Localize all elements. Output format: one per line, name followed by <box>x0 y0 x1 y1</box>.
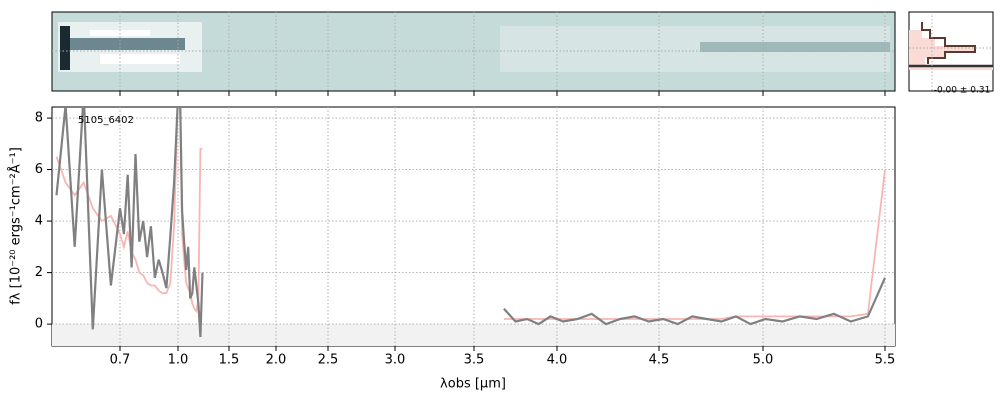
x-tick-label: 4.5 <box>649 353 670 368</box>
x-tick-label: 1.5 <box>219 353 240 368</box>
x-tick-label: 5.0 <box>753 353 774 368</box>
y-tick-label: 2 <box>35 265 43 280</box>
y-tick-label: 6 <box>35 162 43 177</box>
x-tick-label: 2.5 <box>318 353 339 368</box>
x-tick-label: 3.5 <box>464 353 485 368</box>
y-axis-label: fλ [10⁻²⁰ ergs⁻¹cm⁻²Å⁻¹] <box>8 147 24 305</box>
x-tick-label: 4.0 <box>547 353 568 368</box>
object-label: 5105_6402 <box>78 115 134 126</box>
y-tick-label: 8 <box>35 111 43 126</box>
histogram-panel: -0.00 ± 0.31 <box>908 11 994 96</box>
spectrum-2d <box>51 11 896 92</box>
x-tick-label: 0.7 <box>110 353 131 368</box>
x-axis-label: λobs [μm] <box>440 377 506 392</box>
x-tick-label: 2.0 <box>266 353 287 368</box>
y-tick-label: 4 <box>35 214 43 229</box>
x-tick-label: 1.0 <box>168 353 189 368</box>
stat-label: -0.00 ± 0.31 <box>934 86 991 96</box>
zero-band <box>52 324 895 346</box>
y-tick-label: 0 <box>35 317 43 332</box>
x-tick-label: 3.0 <box>385 353 406 368</box>
x-tick-label: 5.5 <box>875 353 896 368</box>
spectrum-line <box>55 107 887 338</box>
